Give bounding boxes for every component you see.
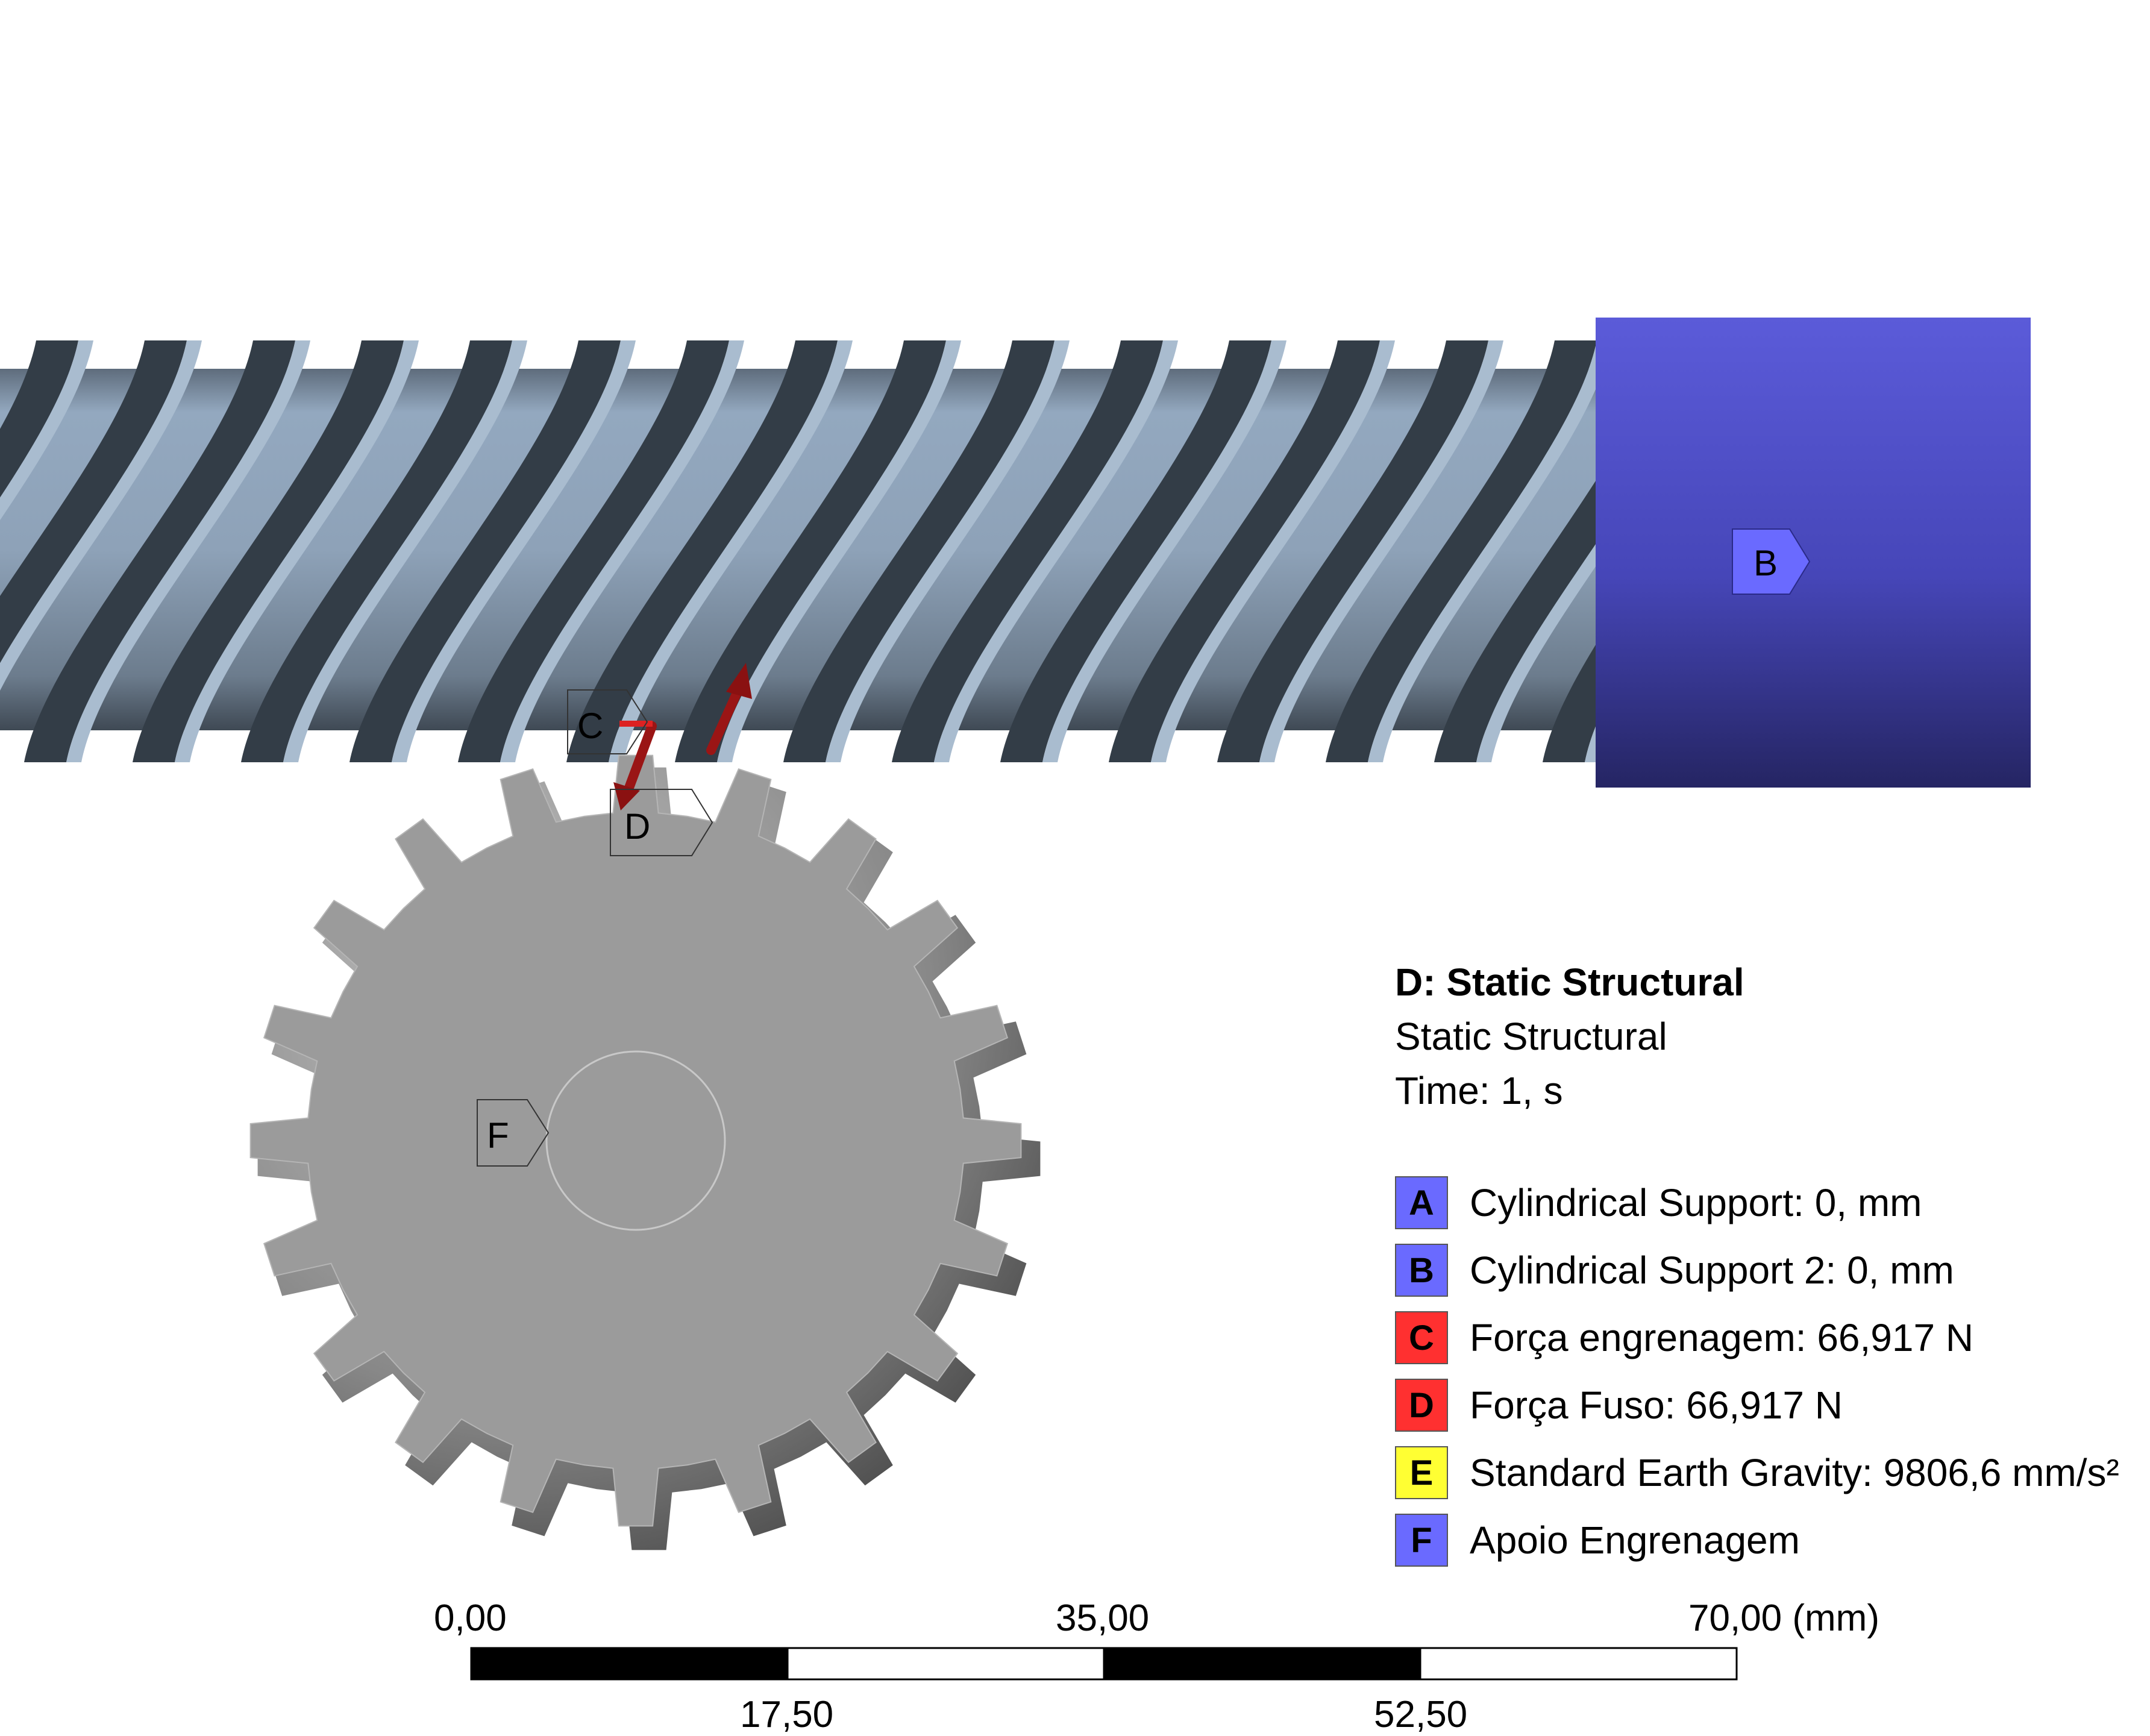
screw-thread-flank — [0, 340, 78, 498]
tag-b[interactable]: B — [1732, 528, 1811, 595]
scale-label-52-5: 52,50 — [1374, 1694, 1468, 1735]
scale-label-35: 35,00 — [1056, 1597, 1150, 1639]
screw-thread-crest — [609, 340, 853, 762]
spur-gear[interactable] — [249, 754, 1041, 1550]
legend-item-c[interactable]: C Força engrenagem: 66,917 N — [1395, 1304, 2119, 1371]
screw-thread-crest — [0, 340, 202, 691]
analysis-type: Static Structural — [1395, 1015, 1667, 1058]
legend-swatch-f: F — [1395, 1514, 1448, 1567]
scale-label-70: 70,00 (mm) — [1688, 1597, 1879, 1639]
screw-thread-flank — [0, 340, 187, 663]
lead-screw[interactable] — [0, 340, 1937, 762]
screw-thread-crest — [500, 340, 744, 762]
screw-thread-crest — [0, 340, 93, 521]
screw-thread-flank — [349, 340, 621, 762]
screw-thread-flank — [1109, 340, 1380, 762]
boundary-conditions-legend: A Cylindrical Support: 0, mm B Cylindric… — [1395, 1169, 2119, 1574]
legend-swatch-d: D — [1395, 1379, 1448, 1432]
force-c-contact — [619, 721, 653, 727]
analysis-title: D: Static Structural — [1395, 960, 1744, 1004]
screw-thread-flank — [1434, 478, 1597, 762]
screw-thread-flank — [24, 340, 295, 762]
screw-thread-flank — [1000, 340, 1271, 762]
screw-thread-crest — [934, 340, 1178, 762]
screw-thread-crest — [1259, 340, 1503, 762]
screw-thread-crest — [66, 340, 310, 762]
cylindrical-support-2-region[interactable] — [1596, 318, 2031, 788]
screw-thread-crest — [175, 340, 419, 762]
legend-label-f: Apoio Engrenagem — [1470, 1518, 1800, 1562]
screw-thread-flank — [458, 340, 729, 762]
tag-b-label: B — [1754, 543, 1778, 583]
screw-thread-flank — [1543, 643, 1597, 762]
legend-label-c: Força engrenagem: 66,917 N — [1470, 1316, 1974, 1359]
screw-thread-crest — [1368, 340, 1597, 762]
screw-thread-crest — [1476, 542, 1597, 762]
legend-label-d: Força Fuso: 66,917 N — [1470, 1383, 1843, 1427]
screw-thread-flank — [783, 340, 1055, 762]
force-arrow-d — [706, 663, 752, 755]
legend-swatch-c: C — [1395, 1311, 1448, 1364]
scale-label-0: 0,00 — [434, 1597, 507, 1639]
legend-swatch-a: A — [1395, 1176, 1448, 1229]
screw-thread-crest — [392, 340, 636, 762]
gear-bore — [545, 1050, 726, 1231]
legend-item-e[interactable]: E Standard Earth Gravity: 9806,6 mm/s² — [1395, 1439, 2119, 1506]
tag-c-label: C — [577, 706, 603, 746]
screw-thread-flank — [241, 340, 512, 762]
legend-swatch-b: B — [1395, 1244, 1448, 1297]
legend-label-e: Standard Earth Gravity: 9806,6 mm/s² — [1470, 1451, 2119, 1494]
legend-item-a[interactable]: A Cylindrical Support: 0, mm — [1395, 1169, 2119, 1236]
screw-thread-crest — [1042, 340, 1287, 762]
screw-thread-crest — [1151, 340, 1395, 762]
screw-thread-crest — [717, 340, 961, 762]
legend-item-d[interactable]: D Força Fuso: 66,917 N — [1395, 1371, 2119, 1439]
scale-bar — [470, 1647, 1738, 1681]
tag-d[interactable]: D — [610, 789, 713, 856]
tag-f-label: F — [487, 1115, 509, 1156]
screw-thread-flank — [1217, 340, 1488, 762]
screw-thread-crest — [1585, 723, 1597, 762]
screw-thread-flank — [675, 340, 946, 762]
screw-thread-crest — [283, 340, 527, 762]
analysis-info: D: Static Structural Static Structural T… — [1395, 955, 1744, 1118]
legend-item-f[interactable]: F Apoio Engrenagem — [1395, 1506, 2119, 1574]
scale-label-17-5: 17,50 — [740, 1694, 834, 1735]
analysis-time: Time: 1, s — [1395, 1069, 1563, 1112]
screw-thread-flank — [892, 340, 1163, 762]
legend-label-a: Cylindrical Support: 0, mm — [1470, 1181, 1922, 1224]
screw-thread-flank — [566, 340, 838, 762]
legend-label-b: Cylindrical Support 2: 0, mm — [1470, 1249, 1954, 1292]
screw-thread-flank — [1326, 340, 1597, 762]
tag-f[interactable]: F — [477, 1099, 550, 1167]
legend-swatch-e: E — [1395, 1446, 1448, 1499]
legend-item-b[interactable]: B Cylindrical Support 2: 0, mm — [1395, 1236, 2119, 1304]
screw-thread-crest — [826, 340, 1070, 762]
tag-d-label: D — [624, 806, 650, 847]
tag-c[interactable]: C — [567, 689, 648, 754]
screw-thread-flank — [133, 340, 404, 762]
